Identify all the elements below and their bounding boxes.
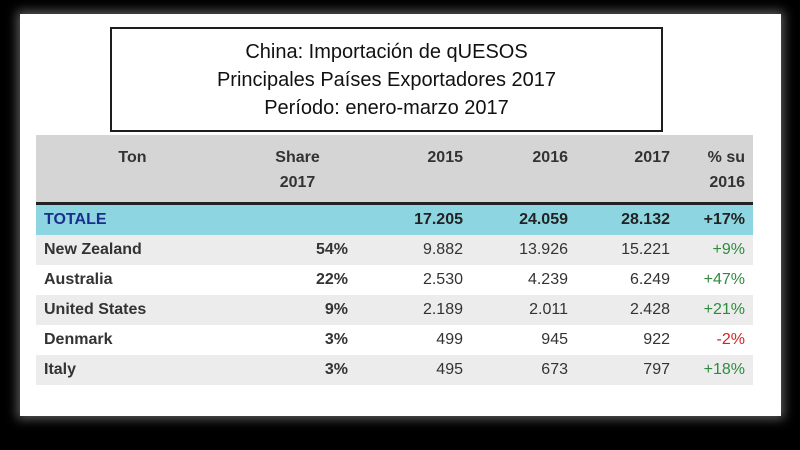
pct-change: +18% xyxy=(703,361,745,378)
header-pct-line-1: % su xyxy=(707,149,745,166)
value-2016: 13.926 xyxy=(519,241,568,258)
pct-change: +21% xyxy=(703,301,745,318)
header-share-line-2: 2017 xyxy=(279,174,316,191)
value-2017: 797 xyxy=(643,361,670,378)
country-name: Denmark xyxy=(44,331,113,348)
header-2017: 2017 xyxy=(576,135,678,205)
title-line-3: Período: enero-marzo 2017 xyxy=(264,96,509,119)
value-2016: 673 xyxy=(541,361,568,378)
header-pct-line-2: 2016 xyxy=(709,174,745,191)
value-2017: 15.221 xyxy=(621,241,670,258)
pct-change: +47% xyxy=(703,271,745,288)
total-label: TOTALE xyxy=(44,211,107,228)
country-name: Australia xyxy=(44,271,113,288)
value-2016: 4.239 xyxy=(527,271,568,288)
title-box: China: Importación de qUESOS Principales… xyxy=(110,27,663,132)
share-value: 22% xyxy=(315,271,348,288)
total-2015: 17.205 xyxy=(414,211,463,228)
total-pct: +17% xyxy=(703,211,745,228)
table-row: New Zealand 54% 9.882 13.926 15.221 +9% xyxy=(36,235,753,265)
table-row: Australia 22% 2.530 4.239 6.249 +47% xyxy=(36,265,753,295)
country-name: Italy xyxy=(44,361,77,378)
country-name: United States xyxy=(44,301,147,318)
title-line-1: China: Importación de qUESOS xyxy=(245,40,528,63)
value-2017: 6.249 xyxy=(629,271,670,288)
imports-table: Ton Share 2017 2015 2016 2017 % su 2016 … xyxy=(36,135,753,385)
total-share xyxy=(229,204,366,236)
title-line-2: Principales Países Exportadores 2017 xyxy=(216,68,557,91)
country-name: New Zealand xyxy=(44,241,142,258)
header-pct: % su 2016 xyxy=(678,135,753,205)
value-2015: 9.882 xyxy=(422,241,463,258)
table-row: Italy 3% 495 673 797 +18% xyxy=(36,355,753,385)
header-row: Ton Share 2017 2015 2016 2017 % su 2016 xyxy=(36,135,753,205)
header-ton: Ton xyxy=(36,135,229,205)
value-2015: 495 xyxy=(436,361,463,378)
total-2017: 28.132 xyxy=(621,211,670,228)
header-2016: 2016 xyxy=(471,135,576,205)
value-2015: 2.189 xyxy=(422,301,463,318)
share-value: 3% xyxy=(324,361,348,378)
header-share-line-1: Share xyxy=(275,149,320,166)
value-2015: 2.530 xyxy=(422,271,463,288)
value-2017: 922 xyxy=(643,331,670,348)
header-2015: 2015 xyxy=(366,135,471,205)
table-row: United States 9% 2.189 2.011 2.428 +21% xyxy=(36,295,753,325)
share-value: 54% xyxy=(315,241,348,258)
pct-change: -2% xyxy=(716,331,745,348)
share-value: 9% xyxy=(324,301,348,318)
total-2016: 24.059 xyxy=(519,211,568,228)
value-2016: 945 xyxy=(541,331,568,348)
pct-change: +9% xyxy=(712,241,745,258)
value-2016: 2.011 xyxy=(529,301,568,318)
table-row: Denmark 3% 499 945 922 -2% xyxy=(36,325,753,355)
total-row: TOTALE 17.205 24.059 28.132 +17% xyxy=(36,203,753,236)
header-share: Share 2017 xyxy=(229,135,366,205)
value-2017: 2.428 xyxy=(629,301,670,318)
share-value: 3% xyxy=(324,331,348,348)
value-2015: 499 xyxy=(436,331,463,348)
